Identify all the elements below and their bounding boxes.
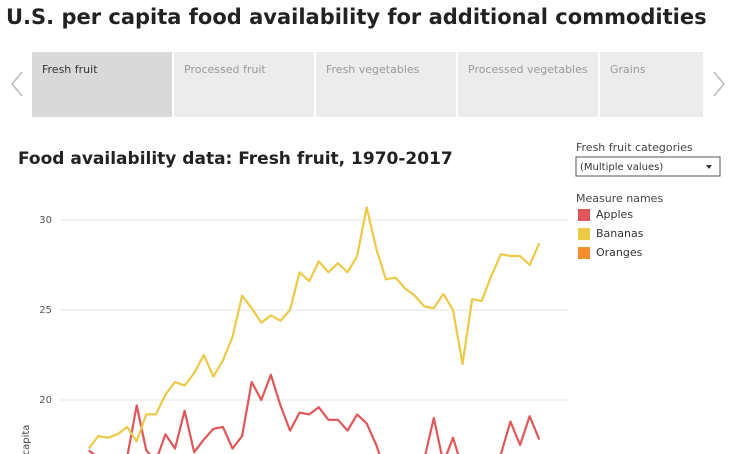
tab[interactable] — [32, 52, 172, 117]
page-title: U.S. per capita food availability for ad… — [6, 5, 707, 29]
y-tick-label: 20 — [39, 395, 52, 406]
next-arrow[interactable] — [713, 71, 725, 97]
tab-label: Processed vegetables — [468, 63, 588, 76]
prev-arrow[interactable] — [11, 71, 23, 97]
legend-swatch[interactable] — [578, 228, 590, 240]
y-tick-label: 25 — [39, 305, 52, 316]
dropdown-caret — [706, 165, 712, 169]
legend-title: Measure names — [576, 192, 663, 205]
filter-value: (Multiple values) — [580, 162, 663, 173]
y-tick-label: 30 — [39, 215, 52, 226]
tab-label: Fresh fruit — [42, 63, 98, 76]
tab-label: Fresh vegetables — [326, 63, 420, 76]
legend-swatch[interactable] — [578, 247, 590, 259]
tab-strip: Fresh fruit Processed fruit Fresh vegetabl… — [11, 52, 725, 117]
y-axis-label: capita — [21, 425, 32, 454]
tab[interactable] — [600, 52, 703, 117]
legend-swatch[interactable] — [578, 209, 590, 221]
tab-label: Grains — [610, 63, 646, 76]
tab[interactable] — [174, 52, 314, 117]
tab[interactable] — [316, 52, 456, 117]
legend-label: Bananas — [596, 227, 644, 240]
tab[interactable] — [458, 52, 598, 117]
series-line — [87, 206, 541, 450]
series-line — [88, 373, 541, 454]
tab-label: Processed fruit — [184, 63, 266, 76]
legend-label: Oranges — [596, 246, 643, 259]
legend-label: Apples — [596, 208, 633, 221]
chart-title: Food availability data: Fresh fruit, 197… — [18, 149, 453, 169]
plot-area — [60, 206, 568, 454]
filter-label: Fresh fruit categories — [576, 141, 693, 154]
filter-dropdown[interactable] — [575, 156, 721, 177]
